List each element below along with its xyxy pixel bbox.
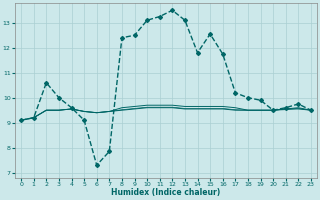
X-axis label: Humidex (Indice chaleur): Humidex (Indice chaleur) (111, 188, 221, 197)
